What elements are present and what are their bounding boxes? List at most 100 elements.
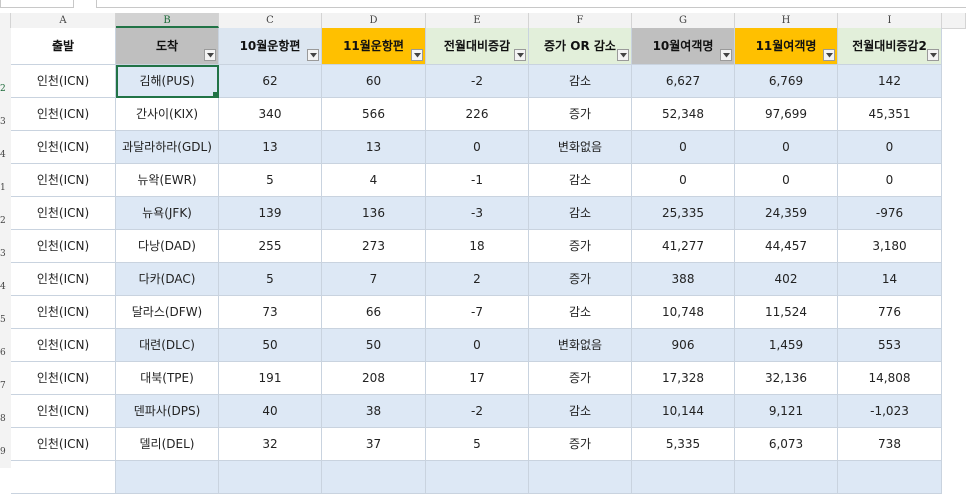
table-cell-col-g[interactable]: 6,627 — [632, 65, 735, 98]
table-cell-col-b[interactable]: 다낭(DAD) — [116, 230, 219, 263]
table-cell-col-g[interactable]: 388 — [632, 263, 735, 296]
table-cell-col-b[interactable]: 델리(DEL) — [116, 428, 219, 461]
column-letter-i[interactable]: I — [838, 13, 942, 28]
table-cell-col-f[interactable]: 증가 — [529, 263, 632, 296]
table-cell-col-f[interactable]: 감소 — [529, 395, 632, 428]
table-cell-col-d[interactable]: 4 — [322, 164, 426, 197]
table-cell-col-i[interactable]: 142 — [838, 65, 942, 98]
table-cell-col-b[interactable]: 덴파사(DPS) — [116, 395, 219, 428]
table-cell-col-c[interactable]: 73 — [219, 296, 322, 329]
table-cell-col-d[interactable]: 208 — [322, 362, 426, 395]
header-cell-col-a[interactable]: 출발 — [11, 28, 116, 65]
table-cell-col-h[interactable]: 1,459 — [735, 329, 838, 362]
table-cell-col-c[interactable]: 5 — [219, 263, 322, 296]
table-cell-col-f[interactable]: 변화없음 — [529, 131, 632, 164]
row-number[interactable]: 3 — [0, 117, 6, 127]
table-cell-col-e[interactable]: -2 — [426, 395, 529, 428]
table-cell-col-f[interactable]: 증가 — [529, 98, 632, 131]
header-cell-col-c[interactable]: 10월운항편 — [219, 28, 322, 65]
table-cell-col-d[interactable]: 37 — [322, 428, 426, 461]
name-box[interactable] — [0, 0, 74, 8]
table-cell-col-g[interactable]: 25,335 — [632, 197, 735, 230]
header-cell-col-g[interactable]: 10월여객명 — [632, 28, 735, 65]
table-cell-col-d[interactable]: 13 — [322, 131, 426, 164]
table-cell-col-h[interactable]: 6,769 — [735, 65, 838, 98]
table-cell-col-c[interactable]: 62 — [219, 65, 322, 98]
column-letter-g[interactable]: G — [632, 13, 735, 28]
table-cell-col-c[interactable]: 5 — [219, 164, 322, 197]
table-cell-col-e[interactable]: 226 — [426, 98, 529, 131]
table-cell-col-g[interactable]: 52,348 — [632, 98, 735, 131]
table-cell-col-i[interactable]: -1,023 — [838, 395, 942, 428]
table-cell-col-e[interactable]: -1 — [426, 164, 529, 197]
table-cell-col-g[interactable]: 17,328 — [632, 362, 735, 395]
table-cell-col-a[interactable]: 인천(ICN) — [11, 230, 116, 263]
table-cell-col-a[interactable]: 인천(ICN) — [11, 164, 116, 197]
column-letter-c[interactable]: C — [219, 13, 322, 28]
table-cell-col-i[interactable]: 776 — [838, 296, 942, 329]
table-cell-col-g[interactable]: 10,144 — [632, 395, 735, 428]
table-cell-col-i[interactable]: 3,180 — [838, 230, 942, 263]
table-cell-col-i[interactable]: 553 — [838, 329, 942, 362]
table-cell-col-b[interactable]: 대련(DLC) — [116, 329, 219, 362]
table-cell-col-e[interactable]: 5 — [426, 428, 529, 461]
table-cell-col-c[interactable]: 139 — [219, 197, 322, 230]
filter-dropdown-icon[interactable] — [617, 49, 629, 61]
table-cell-col-f[interactable]: 감소 — [529, 296, 632, 329]
table-cell-col-h[interactable]: 0 — [735, 131, 838, 164]
table-cell-col-d[interactable]: 273 — [322, 230, 426, 263]
table-cell-col-g[interactable]: 906 — [632, 329, 735, 362]
table-cell-col-a[interactable]: 인천(ICN) — [11, 65, 116, 98]
table-cell-col-e[interactable]: -3 — [426, 197, 529, 230]
header-cell-col-f[interactable]: 증가 OR 감소 — [529, 28, 632, 65]
table-cell-col-g[interactable]: 10,748 — [632, 296, 735, 329]
table-cell-col-a[interactable]: 인천(ICN) — [11, 329, 116, 362]
table-cell-col-f[interactable]: 감소 — [529, 65, 632, 98]
table-cell-col-h[interactable]: 44,457 — [735, 230, 838, 263]
filter-dropdown-icon[interactable] — [927, 49, 939, 61]
filter-dropdown-icon[interactable] — [720, 49, 732, 61]
table-cell-col-c[interactable]: 13 — [219, 131, 322, 164]
table-cell-col-a[interactable]: 인천(ICN) — [11, 395, 116, 428]
row-number[interactable]: 4 — [0, 282, 6, 292]
filter-dropdown-icon[interactable] — [204, 49, 216, 61]
table-cell-col-d[interactable]: 136 — [322, 197, 426, 230]
row-number[interactable]: 6 — [0, 348, 6, 358]
table-cell-col-b[interactable]: 김해(PUS) — [116, 65, 219, 98]
table-cell-col-h[interactable]: 0 — [735, 164, 838, 197]
table-cell-col-f[interactable]: 감소 — [529, 164, 632, 197]
table-cell-col-h[interactable]: 11,524 — [735, 296, 838, 329]
table-cell-col-i[interactable]: 738 — [838, 428, 942, 461]
table-cell-col-a[interactable]: 인천(ICN) — [11, 263, 116, 296]
table-cell-col-d[interactable]: 66 — [322, 296, 426, 329]
table-cell-col-c[interactable]: 32 — [219, 428, 322, 461]
column-letter-d[interactable]: D — [322, 13, 426, 28]
table-cell-col-i[interactable]: 0 — [838, 131, 942, 164]
table-cell-col-e[interactable]: 0 — [426, 131, 529, 164]
table-cell-col-i[interactable]: 14,808 — [838, 362, 942, 395]
row-number[interactable]: 8 — [0, 414, 6, 424]
table-cell-col-b[interactable]: 다카(DAC) — [116, 263, 219, 296]
table-cell-col-b[interactable]: 뉴왁(EWR) — [116, 164, 219, 197]
filter-dropdown-icon[interactable] — [411, 49, 423, 61]
table-cell-col-h[interactable]: 6,073 — [735, 428, 838, 461]
table-cell-col-c[interactable]: 50 — [219, 329, 322, 362]
row-number[interactable]: 5 — [0, 315, 6, 325]
table-cell-col-h[interactable]: 9,121 — [735, 395, 838, 428]
filter-dropdown-icon[interactable] — [307, 49, 319, 61]
table-cell-col-g[interactable]: 5,335 — [632, 428, 735, 461]
table-cell-col-f[interactable]: 변화없음 — [529, 329, 632, 362]
table-cell-col-c[interactable]: 40 — [219, 395, 322, 428]
table-cell-col-b[interactable]: 달라스(DFW) — [116, 296, 219, 329]
table-cell-col-c[interactable]: 340 — [219, 98, 322, 131]
table-cell-col-d[interactable]: 60 — [322, 65, 426, 98]
table-cell-col-i[interactable]: 0 — [838, 164, 942, 197]
row-number[interactable]: 7 — [0, 381, 6, 391]
table-cell-col-b[interactable]: 간사이(KIX) — [116, 98, 219, 131]
table-cell-col-b[interactable]: 과달라하라(GDL) — [116, 131, 219, 164]
row-number[interactable]: 2 — [0, 216, 6, 226]
table-cell-col-e[interactable]: -7 — [426, 296, 529, 329]
table-cell-col-a[interactable]: 인천(ICN) — [11, 362, 116, 395]
table-cell-col-b[interactable]: 뉴욕(JFK) — [116, 197, 219, 230]
formula-input[interactable] — [96, 0, 966, 8]
